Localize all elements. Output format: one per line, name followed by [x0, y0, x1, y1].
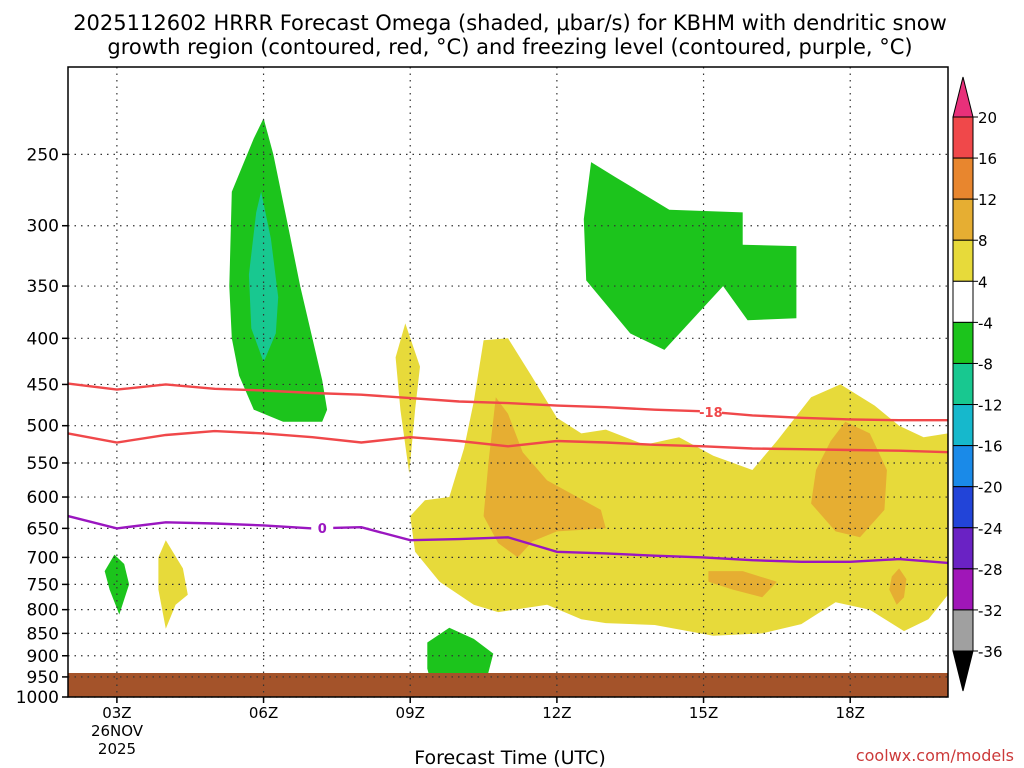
- contour-2: [67, 429, 949, 454]
- colorbar-swatch-5: [952, 280, 974, 323]
- colorbar-label-3: 12: [978, 191, 997, 209]
- y-tick-label-900: 900: [27, 647, 59, 667]
- contour-1: [67, 382, 948, 422]
- y-tick-label-700: 700: [27, 548, 59, 568]
- y-tick-label-800: 800: [27, 601, 59, 621]
- y-tick-label-300: 300: [27, 217, 59, 237]
- colorbar-swatch-12: [952, 568, 974, 611]
- colorbar-label-4: 8: [978, 232, 988, 250]
- contour-label-bg-1: [699, 403, 722, 420]
- omega-region-upward-motion-10Z: [427, 627, 494, 688]
- y-tick-label-450: 450: [27, 375, 59, 395]
- colorbar-swatch-3: [952, 198, 974, 241]
- omega-region-upward-motion-06Z: [229, 118, 328, 422]
- y-tick-label-950: 950: [27, 668, 59, 688]
- colorbar-label-7: -8: [978, 355, 993, 373]
- contour-label-bg-3: [311, 520, 334, 537]
- colorbar-label-14: -36: [978, 643, 1003, 661]
- omega-region-upward-motion-02Z: [104, 554, 130, 615]
- omega-region-sinking-core-11Z: [483, 397, 606, 558]
- colorbar-label-9: -16: [978, 438, 1003, 456]
- time-axis: 03Z 06Z 09Z 12Z 15Z 18Z: [102, 697, 865, 722]
- x-tick-label-09Z: 09Z: [396, 704, 425, 722]
- colorbar-swatch-9: [952, 445, 974, 488]
- colorbar-top-arrow: [952, 76, 974, 118]
- colorbar-label-11: -24: [978, 520, 1003, 538]
- colorbar-label-12: -28: [978, 561, 1003, 579]
- x-tick-label-15Z: 15Z: [689, 704, 718, 722]
- y-tick-label-750: 750: [27, 575, 59, 595]
- colorbar-swatch-13: [952, 609, 974, 652]
- plot-area: -18 0: [67, 66, 949, 698]
- colorbar-swatch-4: [952, 239, 974, 282]
- y-tick-label-400: 400: [27, 329, 59, 349]
- y-tick-label-550: 550: [27, 454, 59, 474]
- colorbar-swatch-2: [952, 157, 974, 200]
- x-tick-label-18Z: 18Z: [836, 704, 865, 722]
- watermark: coolwx.com/models: [856, 746, 1014, 765]
- pressure-axis: 250 300 350 400 450 500 550 600 650 700 750 800 850 9…: [16, 145, 68, 708]
- y-tick-label-600: 600: [27, 488, 59, 508]
- y-tick-label-1000: 1000: [16, 688, 59, 708]
- colorbar-label-13: -32: [978, 602, 1003, 620]
- y-tick-label-350: 350: [27, 277, 59, 297]
- chart-title-line2: growth region (contoured, red, °C) and f…: [107, 35, 912, 59]
- colorbar-label-5: 4: [978, 273, 988, 291]
- colorbar-swatch-10: [952, 486, 974, 529]
- colorbar-swatch-1: [952, 116, 974, 159]
- colorbar-swatch-11: [952, 527, 974, 570]
- contour-label-3: 0: [318, 522, 327, 537]
- y-tick-label-500: 500: [27, 417, 59, 437]
- omega-region-sinking-core-19Z: [889, 568, 907, 605]
- contour-3: [67, 514, 949, 565]
- colorbar-swatch-8: [952, 404, 974, 447]
- date-label-year: 2025: [98, 740, 136, 758]
- colorbar-label-2: 16: [978, 150, 997, 168]
- y-tick-label-650: 650: [27, 519, 59, 539]
- contour-label-1: -18: [699, 406, 723, 421]
- colorbar-label-10: -20: [978, 479, 1003, 497]
- colorbar-label-8: -12: [978, 397, 1003, 415]
- chart-title-line1: 2025112602 HRRR Forecast Omega (shaded, …: [73, 11, 947, 35]
- colorbar-label-6: -4: [978, 314, 993, 332]
- ground-below-surface: [68, 673, 948, 697]
- omega-region-upward-motion-13Z: [583, 162, 797, 350]
- omega-region-sinking-core-15Z: [708, 571, 777, 598]
- colorbar-swatch-7: [952, 362, 974, 406]
- y-tick-label-250: 250: [27, 145, 59, 165]
- colorbar-label-1: 20: [978, 109, 997, 127]
- x-tick-label-12Z: 12Z: [542, 704, 571, 722]
- colorbar-swatch-6: [952, 321, 974, 364]
- x-tick-label-06Z: 06Z: [249, 704, 278, 722]
- plot-frame: [67, 66, 949, 698]
- y-tick-label-850: 850: [27, 624, 59, 644]
- x-axis-label: Forecast Time (UTC): [414, 747, 605, 768]
- date-label-day: 26NOV: [91, 722, 144, 740]
- colorbar-bottom-arrow: [952, 650, 974, 692]
- x-tick-label-03Z: 03Z: [102, 704, 131, 722]
- color-scale-legend: 20 16 12 8 4 -4 -8 -12 -16 -20 -24 -28 -32 -36: [952, 76, 1003, 692]
- omega-region-upward-motion-06Z-core: [248, 191, 279, 363]
